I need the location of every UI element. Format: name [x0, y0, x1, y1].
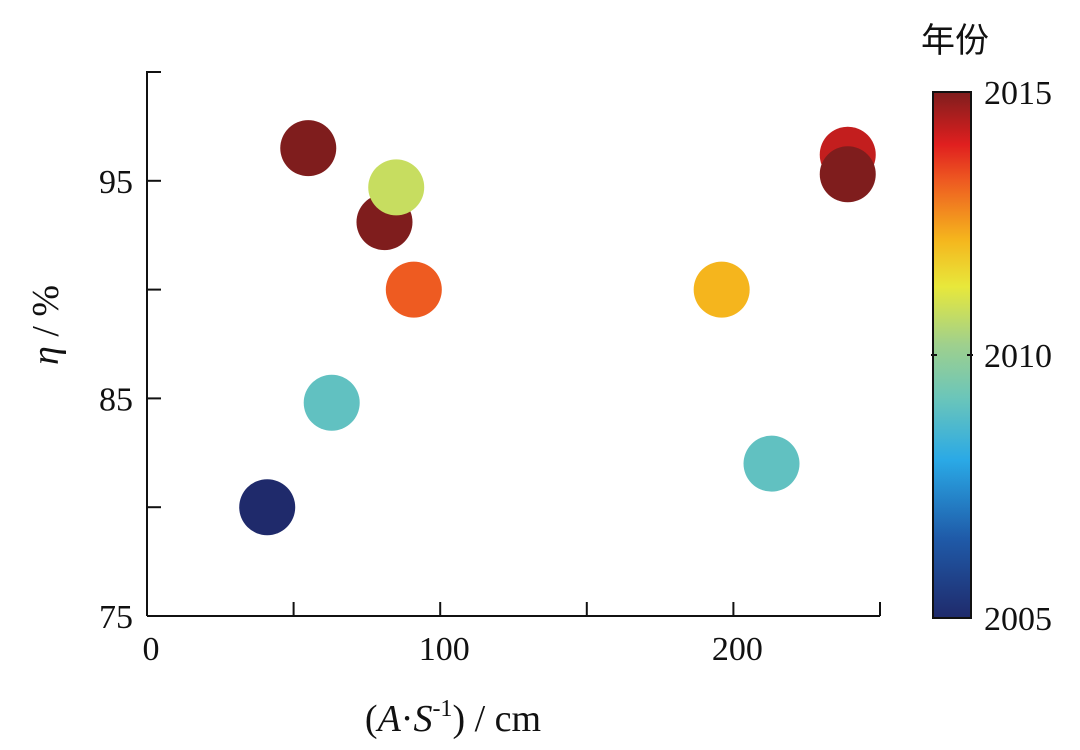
data-point — [239, 479, 296, 536]
colorbar-tick-label: 2010 — [984, 338, 1052, 375]
colorbar-tick-label: 2015 — [984, 75, 1052, 112]
colorbar-title: 年份 — [921, 22, 989, 60]
data-point — [280, 120, 337, 177]
x-axis-label: (A·S-1) / cm — [365, 696, 541, 740]
colorbar-ticks: 2005 2010 2015 — [931, 75, 1052, 638]
data-point — [743, 435, 800, 492]
y-tick-label: 85 — [99, 381, 133, 418]
data-point — [385, 261, 442, 318]
y-axis-label: η / % — [25, 285, 67, 365]
data-point — [819, 146, 876, 203]
y-tick-label: 95 — [99, 164, 133, 201]
data-point — [303, 374, 360, 431]
x-tick-label: 100 — [419, 631, 470, 668]
colorbar — [932, 91, 972, 619]
y-tick-label: 75 — [99, 599, 133, 636]
data-points — [239, 120, 876, 536]
data-point — [693, 261, 750, 318]
x-tick-label: 0 — [143, 631, 160, 668]
colorbar-tick-label: 2005 — [984, 601, 1052, 638]
x-tick-label: 200 — [712, 631, 763, 668]
data-point — [368, 159, 425, 216]
axes: 0 100 200 75 85 95 — [99, 71, 881, 668]
